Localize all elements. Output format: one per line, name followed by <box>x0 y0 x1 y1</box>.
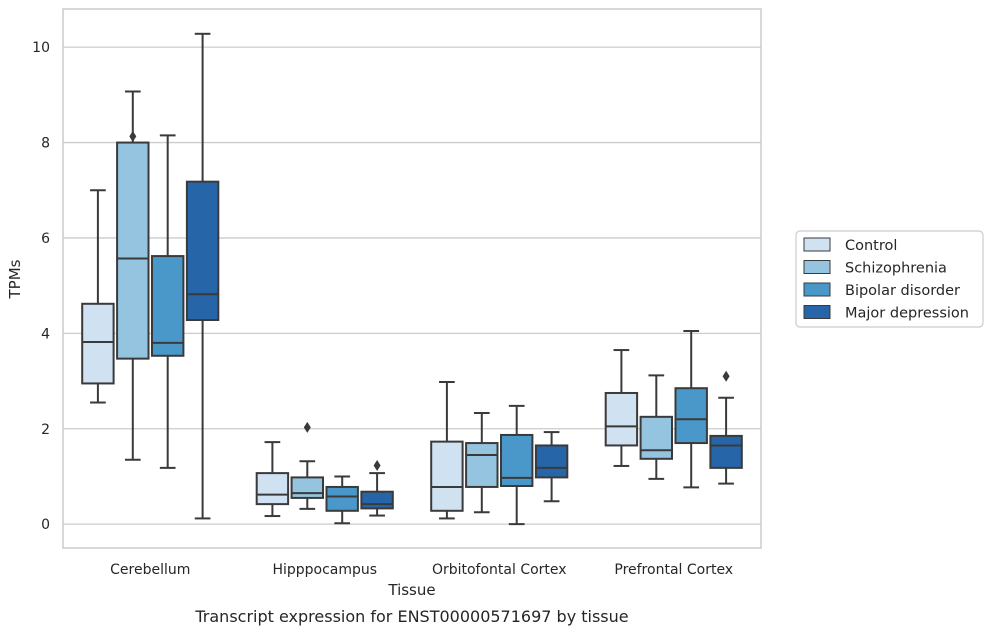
x-tick-label: Prefrontal Cortex <box>614 562 733 578</box>
outlier-marker <box>303 421 311 433</box>
outlier-marker <box>373 459 381 471</box>
box-major-depression <box>360 459 394 517</box>
iqr-box <box>639 415 674 460</box>
iqr-box <box>81 302 115 385</box>
iqr-box <box>604 391 639 447</box>
legend-swatch <box>803 282 831 297</box>
box-groups <box>81 32 743 526</box>
y-tick-label: 0 <box>41 517 50 533</box>
iqr-box <box>116 141 150 360</box>
box-bipolar-disorder <box>674 329 708 489</box>
chart-caption: Transcript expression for ENST0000057169… <box>194 607 628 626</box>
y-tick-label: 4 <box>41 326 50 342</box>
legend-label: Control <box>845 238 897 254</box>
y-tick-label: 6 <box>41 231 50 247</box>
iqr-box <box>709 434 743 469</box>
x-axis-label: Tissue <box>387 581 435 599</box>
box-control <box>81 189 115 404</box>
outlier-marker <box>722 370 730 382</box>
iqr-box <box>430 440 464 512</box>
box-schizophrenia <box>465 412 499 514</box>
box-major-depression <box>709 370 743 485</box>
y-tick-label: 2 <box>41 422 50 438</box>
iqr-box <box>360 490 394 510</box>
box-bipolar-disorder <box>499 404 534 526</box>
box-schizophrenia <box>116 90 150 461</box>
box-control <box>255 441 290 518</box>
plot-area-frame <box>62 8 762 549</box>
box-major-depression <box>534 431 569 503</box>
legend-label: Major depression <box>845 306 969 322</box>
box-bipolar-disorder <box>325 475 359 525</box>
legend: Control Schizophrenia Bipolar disorder Majo… <box>795 230 984 328</box>
legend-frame <box>795 230 984 328</box>
iqr-box <box>255 472 290 506</box>
legend-swatch <box>803 305 831 319</box>
iqr-box <box>534 444 569 479</box>
box-schizophrenia <box>290 421 325 510</box>
y-tick-labels: 0 2 4 6 8 10 <box>32 40 50 533</box>
outlier-marker <box>129 130 137 142</box>
iqr-box <box>185 180 220 321</box>
box-control <box>430 381 464 520</box>
iqr-box <box>150 255 185 357</box>
legend-label: Bipolar disorder <box>845 283 960 299</box>
y-tick-label: 8 <box>41 136 50 152</box>
x-tick-label: Orbitofontal Cortex <box>432 562 567 578</box>
y-tick-label: 10 <box>32 40 50 56</box>
legend-label: Schizophrenia <box>845 261 947 277</box>
iqr-box <box>465 442 499 488</box>
box-bipolar-disorder <box>150 134 185 469</box>
iqr-box <box>325 485 359 512</box>
x-tick-label: Cerebellum <box>110 562 190 578</box>
y-axis-label: TPMs <box>6 259 24 299</box>
legend-swatch <box>803 237 831 252</box>
legend-swatch <box>803 260 831 274</box>
box-control <box>604 349 639 467</box>
x-tick-label: Hipppocampus <box>272 562 377 578</box>
iqr-box <box>290 476 325 499</box>
box-major-depression <box>185 32 220 520</box>
box-schizophrenia <box>639 374 674 480</box>
x-tick-labels: Cerebellum Hipppocampus Orbitofontal Corte… <box>110 562 733 578</box>
iqr-box <box>674 387 708 445</box>
